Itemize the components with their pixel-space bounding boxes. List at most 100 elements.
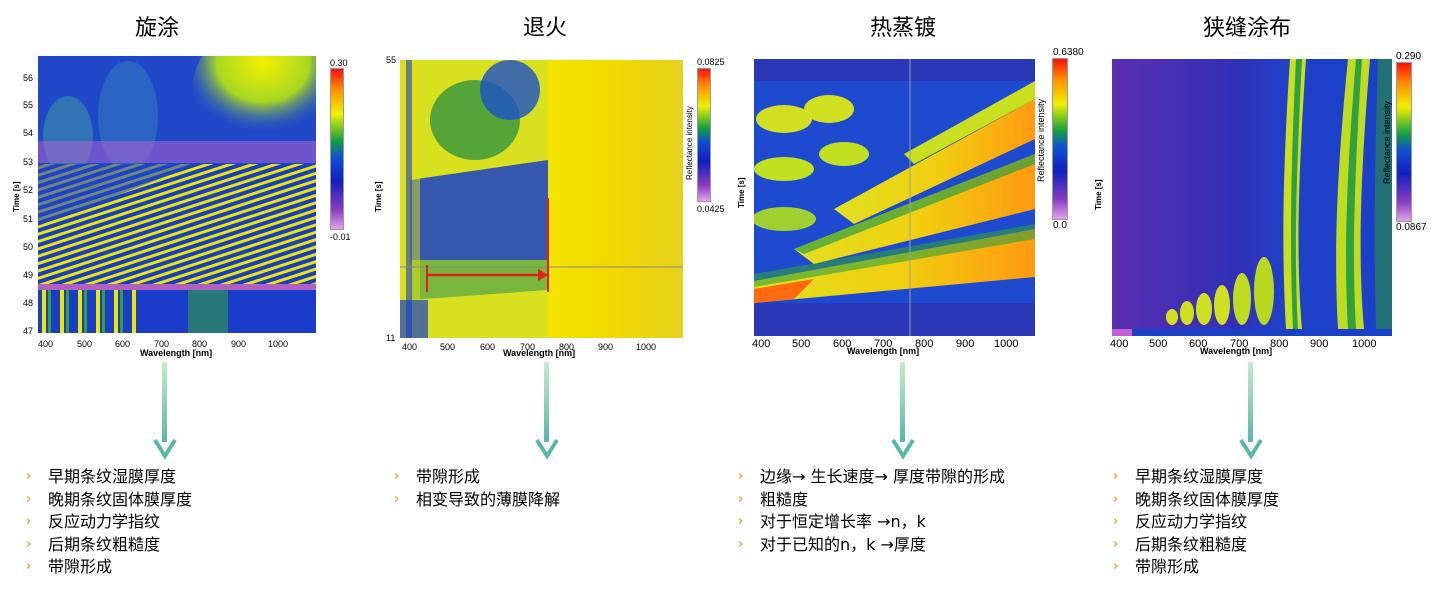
chevron-right-icon: › [738,491,744,507]
x-tick: 500 [792,338,811,350]
panel-title: 狭缝涂布 [1202,16,1291,41]
list-item: › 晚期条纹固体膜厚度 [1113,489,1279,512]
colorbar-min: 0.0425 [697,204,725,214]
x-tick: 700 [874,338,893,350]
bullet-text: 晚期条纹固体膜厚度 [1135,489,1280,509]
bullet-text: 反应动力学指纹 [1135,512,1248,531]
chevron-right-icon: › [26,469,32,484]
colorbar [1052,58,1068,220]
x-tick: 600 [480,342,496,352]
y-tick: 52 [23,185,34,195]
x-tick: 500 [1149,338,1168,350]
x-tick: 900 [1310,338,1329,350]
list-item: › 反应动力学指纹 [26,511,192,534]
chevron-right-icon: › [394,469,400,484]
list-item: › 粗糙度 [738,489,1005,512]
heatmap-plot [754,59,1035,336]
colorbar [330,68,344,230]
x-tick: 1000 [994,338,1019,350]
bullet-text: 后期条纹粗糙度 [48,534,161,554]
list-item: › 相变导致的薄膜降解 [394,489,560,512]
chevron-right-icon: › [738,536,744,552]
list-item: › 后期条纹粗糙度 [26,534,192,557]
chevron-right-icon: › [26,536,32,552]
list-item: › 反应动力学指纹 [1113,511,1279,534]
x-tick: 1000 [636,342,657,352]
x-axis-label: Wavelength [nm] [140,348,213,358]
bullet-list: › 边缘→ 生长速度→ 厚度带隙的形成 › 粗糙度 › 对于恒定增长率 →n，k › 对… [738,466,1005,556]
y-tick: 55 [386,55,397,65]
x-tick: 500 [440,342,456,352]
chevron-right-icon: › [1113,536,1119,552]
chevron-right-icon: › [394,491,400,507]
list-item: › 带隙形成 [1113,556,1279,579]
list-item: › 早期条纹湿膜厚度 [26,466,192,489]
bullet-text: 早期条纹湿膜厚度 [48,467,177,486]
x-tick: 600 [115,339,131,349]
bullet-text: 相变导致的薄膜降解 [416,489,561,509]
colorbar-min: 0.0 [1053,220,1067,231]
bullet-text: 带隙形成 [48,557,113,576]
y-tick: 49 [23,270,34,280]
y-tick: 53 [23,157,34,167]
bullet-text: 对于已知的n，k →厚度 [760,534,926,554]
y-tick: 55 [23,100,34,110]
chevron-right-icon: › [26,491,32,507]
colorbar-label: Reflectance intensity [685,106,694,180]
y-tick: 54 [23,128,34,138]
panel-title: 退火 [522,16,567,41]
list-item: › 晚期条纹固体膜厚度 [26,489,192,512]
panel-title: 热蒸镀 [869,16,936,41]
y-axis-label: Time [s] [1094,179,1103,210]
bullet-text: 粗糙度 [760,489,809,509]
x-tick: 700 [154,339,170,349]
x-tick: 600 [1189,338,1208,350]
down-arrow [535,362,559,460]
y-tick: 50 [23,242,34,252]
chevron-right-icon: › [738,514,744,529]
y-axis-label: Time [s] [374,181,383,212]
x-tick: 400 [752,338,771,350]
colorbar-label: Reflectance intensity [1382,100,1392,184]
bullet-text: 晚期条纹固体膜厚度 [48,489,193,509]
bullet-text: 带隙形成 [1135,557,1200,576]
colorbar [1396,62,1412,222]
bullet-text: 边缘→ 生长速度→ 厚度带隙的形成 [760,467,1005,486]
down-arrow [153,362,177,460]
x-tick: 800 [915,338,934,350]
down-arrow [891,362,915,460]
x-tick: 1000 [268,339,289,349]
bullet-text: 反应动力学指纹 [48,512,161,531]
colorbar [697,68,711,202]
bullet-text: 早期条纹湿膜厚度 [1135,467,1264,486]
x-tick: 400 [402,342,418,352]
x-tick: 600 [833,338,852,350]
bullet-list: › 早期条纹湿膜厚度 › 晚期条纹固体膜厚度 › 反应动力学指纹 › 后期条纹粗糙度 ›… [26,466,192,579]
list-item: › 对于已知的n，k →厚度 [738,534,1005,557]
list-item: › 边缘→ 生长速度→ 厚度带隙的形成 [738,466,1005,489]
x-tick: 900 [231,339,247,349]
x-tick: 900 [956,338,975,350]
colorbar-max: 0.0825 [697,57,725,67]
chevron-right-icon: › [26,514,32,529]
down-arrow [1239,362,1263,460]
x-axis-label: Wavelength [nm] [847,346,920,356]
colorbar-max: 0.290 [1396,51,1422,62]
bullet-text: 后期条纹粗糙度 [1135,534,1248,554]
chevron-right-icon: › [1113,514,1119,529]
x-tick: 400 [38,339,54,349]
heatmap-svg [1112,59,1392,336]
bullet-text: 带隙形成 [416,467,481,486]
chevron-right-icon: › [26,559,32,574]
y-tick: 51 [23,214,34,224]
y-tick: 48 [23,298,34,308]
x-tick: 800 [1270,338,1289,350]
heatmap-plot [400,60,683,338]
list-item: › 早期条纹湿膜厚度 [1113,466,1279,489]
x-tick: 700 [1230,338,1249,350]
x-tick: 1000 [1352,338,1377,350]
bullet-list: › 带隙形成 › 相变导致的薄膜降解 [394,466,560,511]
y-tick: 47 [23,326,34,336]
bullet-text: 对于恒定增长率 →n，k [760,512,926,531]
x-tick: 400 [1110,338,1129,350]
